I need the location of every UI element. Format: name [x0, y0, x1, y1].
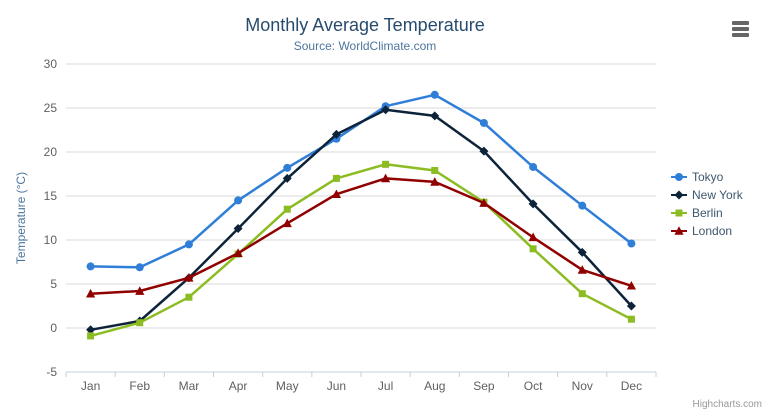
x-axis-tick-label: Nov — [572, 379, 593, 393]
legend-item-tokyo[interactable]: Tokyo — [671, 170, 743, 184]
legend-label: New York — [692, 188, 743, 202]
y-axis-tick-label: 10 — [44, 233, 58, 247]
y-axis-tick-label: 0 — [50, 321, 57, 335]
x-axis-tick-label: Oct — [524, 379, 543, 393]
x-axis-tick-label: May — [276, 379, 299, 393]
legend-marker-circle-icon — [671, 173, 687, 181]
legend-marker-square-icon — [671, 209, 687, 217]
y-axis-tick-label: 20 — [44, 145, 58, 159]
hamburger-menu-icon — [732, 27, 749, 31]
chart-title: Monthly Average Temperature — [245, 15, 485, 35]
x-axis-tick-label: Jun — [327, 379, 346, 393]
y-axis-tick-label: 30 — [44, 57, 58, 71]
chart-subtitle: Source: WorldClimate.com — [293, 39, 437, 53]
y-axis-tick-label: 25 — [44, 101, 58, 115]
x-axis-tick-label: Jul — [378, 379, 393, 393]
x-axis-tick-label: Aug — [424, 379, 445, 393]
x-axis-tick-label: Apr — [229, 379, 248, 393]
credits-link[interactable]: Highcharts.com — [692, 399, 762, 410]
hamburger-menu-icon — [732, 33, 749, 37]
hamburger-menu-icon — [732, 21, 749, 25]
legend-item-london[interactable]: London — [671, 224, 743, 238]
series-london[interactable] — [85, 173, 637, 298]
series-new-york[interactable] — [86, 105, 636, 335]
x-axis-tick-label: Jan — [81, 379, 100, 393]
legend-item-new-york[interactable]: New York — [671, 188, 743, 202]
y-axis-title: Temperature (°C) — [14, 172, 28, 264]
x-axis-tick-label: Dec — [621, 379, 642, 393]
series-tokyo[interactable] — [86, 90, 636, 272]
y-axis-tick-label: -5 — [46, 365, 57, 379]
export-menu-button[interactable] — [732, 21, 749, 37]
y-axis-tick-label: 15 — [44, 189, 58, 203]
legend-marker-triangle-icon — [671, 226, 687, 235]
x-axis-tick-label: Mar — [179, 379, 200, 393]
legend: Tokyo New York Berlin London — [671, 170, 743, 242]
x-axis-tick-label: Feb — [129, 379, 150, 393]
y-axis-tick-label: 5 — [50, 277, 57, 291]
x-axis-tick-label: Sep — [473, 379, 495, 393]
legend-label: London — [692, 224, 733, 238]
legend-marker-diamond-icon — [671, 190, 687, 200]
legend-item-berlin[interactable]: Berlin — [671, 206, 743, 220]
legend-label: Tokyo — [692, 170, 724, 184]
legend-label: Berlin — [692, 206, 723, 220]
